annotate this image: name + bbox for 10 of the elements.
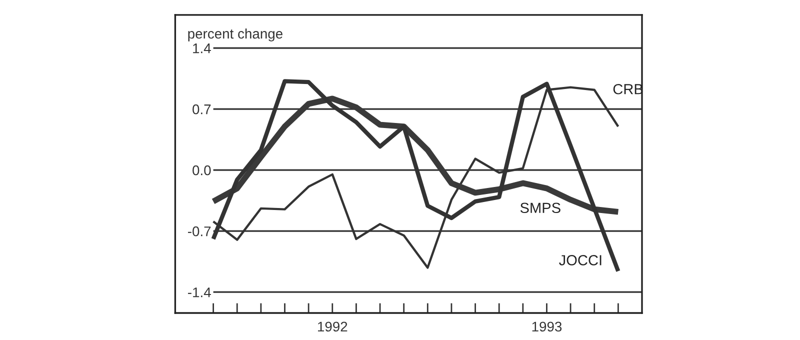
y-tick-label: 0.7 [192, 104, 211, 114]
y-tick-label: -1.4 [188, 288, 211, 298]
x-tick-label: 1993 [532, 322, 562, 332]
y-tick-label: 0.0 [192, 165, 211, 176]
y-axis-title: percent change [188, 28, 282, 42]
y-tick-label: 1.4 [193, 44, 211, 54]
series-label: JOCCI [559, 255, 602, 266]
x-tick-label: 1992 [318, 322, 348, 332]
y-tick-label: -0.7 [188, 226, 211, 236]
series-label: SMPS [520, 202, 560, 214]
